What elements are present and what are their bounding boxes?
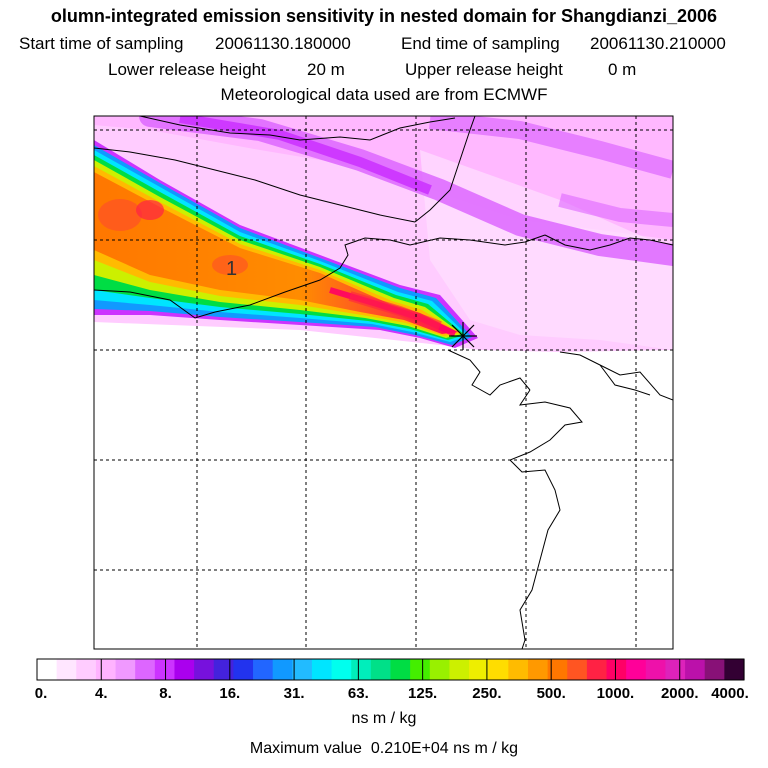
release-site-marker: [449, 322, 477, 350]
colorbar-swatch: [469, 659, 490, 680]
contour-label: 1: [226, 258, 237, 280]
colorbar-swatch: [233, 659, 254, 680]
lower-value: 20 m: [307, 60, 345, 79]
colorbar-swatch: [626, 659, 647, 680]
colorbar-swatch: [272, 659, 293, 680]
colorbar-tick-label: 0.: [35, 685, 48, 702]
colorbar-tick-label: 16.: [219, 685, 240, 702]
colorbar-swatch: [449, 659, 470, 680]
colorbar-tick-labels: 0. 4. 8. 16. 31. 63. 125. 250. 500. 1000. 2000. 400…: [35, 685, 749, 702]
colorbar-swatch: [351, 659, 372, 680]
colorbar-swatch: [606, 659, 627, 680]
colorbar-swatch: [135, 659, 156, 680]
colorbar-swatch: [724, 659, 745, 680]
colorbar-tick-label: 500.: [537, 685, 566, 702]
colorbar-tick-label: 1000.: [597, 685, 635, 702]
colorbar-tick-label: 2000.: [661, 685, 699, 702]
colorbar-swatch: [390, 659, 411, 680]
colorbar-swatch: [488, 659, 509, 680]
start-value: 20061130.180000: [215, 34, 351, 53]
max-value: 0.210E+04: [370, 740, 449, 757]
plot-frame: [93, 115, 674, 650]
colorbar-swatch: [115, 659, 136, 680]
colorbar-swatch: [213, 659, 234, 680]
lower-label: Lower release height: [108, 60, 266, 79]
end-value: 20061130.210000: [590, 34, 726, 53]
colorbar-swatch: [331, 659, 352, 680]
colorbar-swatch: [508, 659, 529, 680]
colorbar-swatch: [410, 659, 431, 680]
max-label: Maximum value: [249, 740, 362, 757]
colorbar-swatch: [253, 659, 274, 680]
colorbar-swatch: [56, 659, 77, 680]
colorbar-tick-label: 125.: [408, 685, 437, 702]
colorbar-swatch: [174, 659, 195, 680]
colorbar-swatch: [76, 659, 97, 680]
colorbar-swatch: [527, 659, 549, 680]
colorbar-frame: [36, 658, 745, 681]
colorbar-tick-label: 4000.: [711, 685, 749, 702]
colorbar-swatch: [194, 659, 215, 680]
colorbar-tick-label: 8.: [159, 685, 172, 702]
colorbar-swatch: [645, 659, 667, 680]
coastlines: [94, 116, 673, 649]
met-data-note: Meteorological data used are from ECMWF: [220, 85, 548, 104]
colorbar-swatch: [311, 659, 333, 680]
colorbar-dividers: [100, 659, 681, 680]
upper-label: Upper release height: [405, 60, 563, 79]
colorbar-swatches: [37, 659, 745, 680]
colorbar-swatch: [154, 659, 176, 680]
sensitivity-field: [94, 116, 673, 649]
colorbar-swatch: [586, 659, 608, 680]
maximum-value-line: Maximum value 0.210E+04 ns m / kg: [0, 740, 768, 758]
upper-value: 0 m: [608, 60, 637, 79]
colorbar-swatch: [665, 659, 686, 680]
colorbar-tick-label: 63.: [348, 685, 369, 702]
colorbar-swatch: [547, 659, 568, 680]
colorbar-swatch: [292, 659, 313, 680]
plot-title: olumn-integrated emission sensitivity in…: [50, 6, 718, 26]
colorbar-swatch: [95, 659, 117, 680]
colorbar-swatch: [567, 659, 588, 680]
end-label: End time of sampling: [401, 34, 560, 53]
max-units: ns m / kg: [453, 740, 519, 757]
colorbar-units: ns m / kg: [351, 710, 417, 727]
colorbar-swatch: [37, 659, 58, 680]
colorbar-swatch: [704, 659, 725, 680]
colorbar-swatch: [429, 659, 451, 680]
colorbar-tick-label: 4.: [95, 685, 108, 702]
lat-lon-grid: [94, 116, 673, 649]
colorbar-tick-label: 31.: [284, 685, 305, 702]
start-label: Start time of sampling: [19, 34, 184, 53]
colorbar-swatch: [370, 659, 392, 680]
colorbar-tick-label: 250.: [472, 685, 501, 702]
colorbar-swatch: [685, 659, 706, 680]
